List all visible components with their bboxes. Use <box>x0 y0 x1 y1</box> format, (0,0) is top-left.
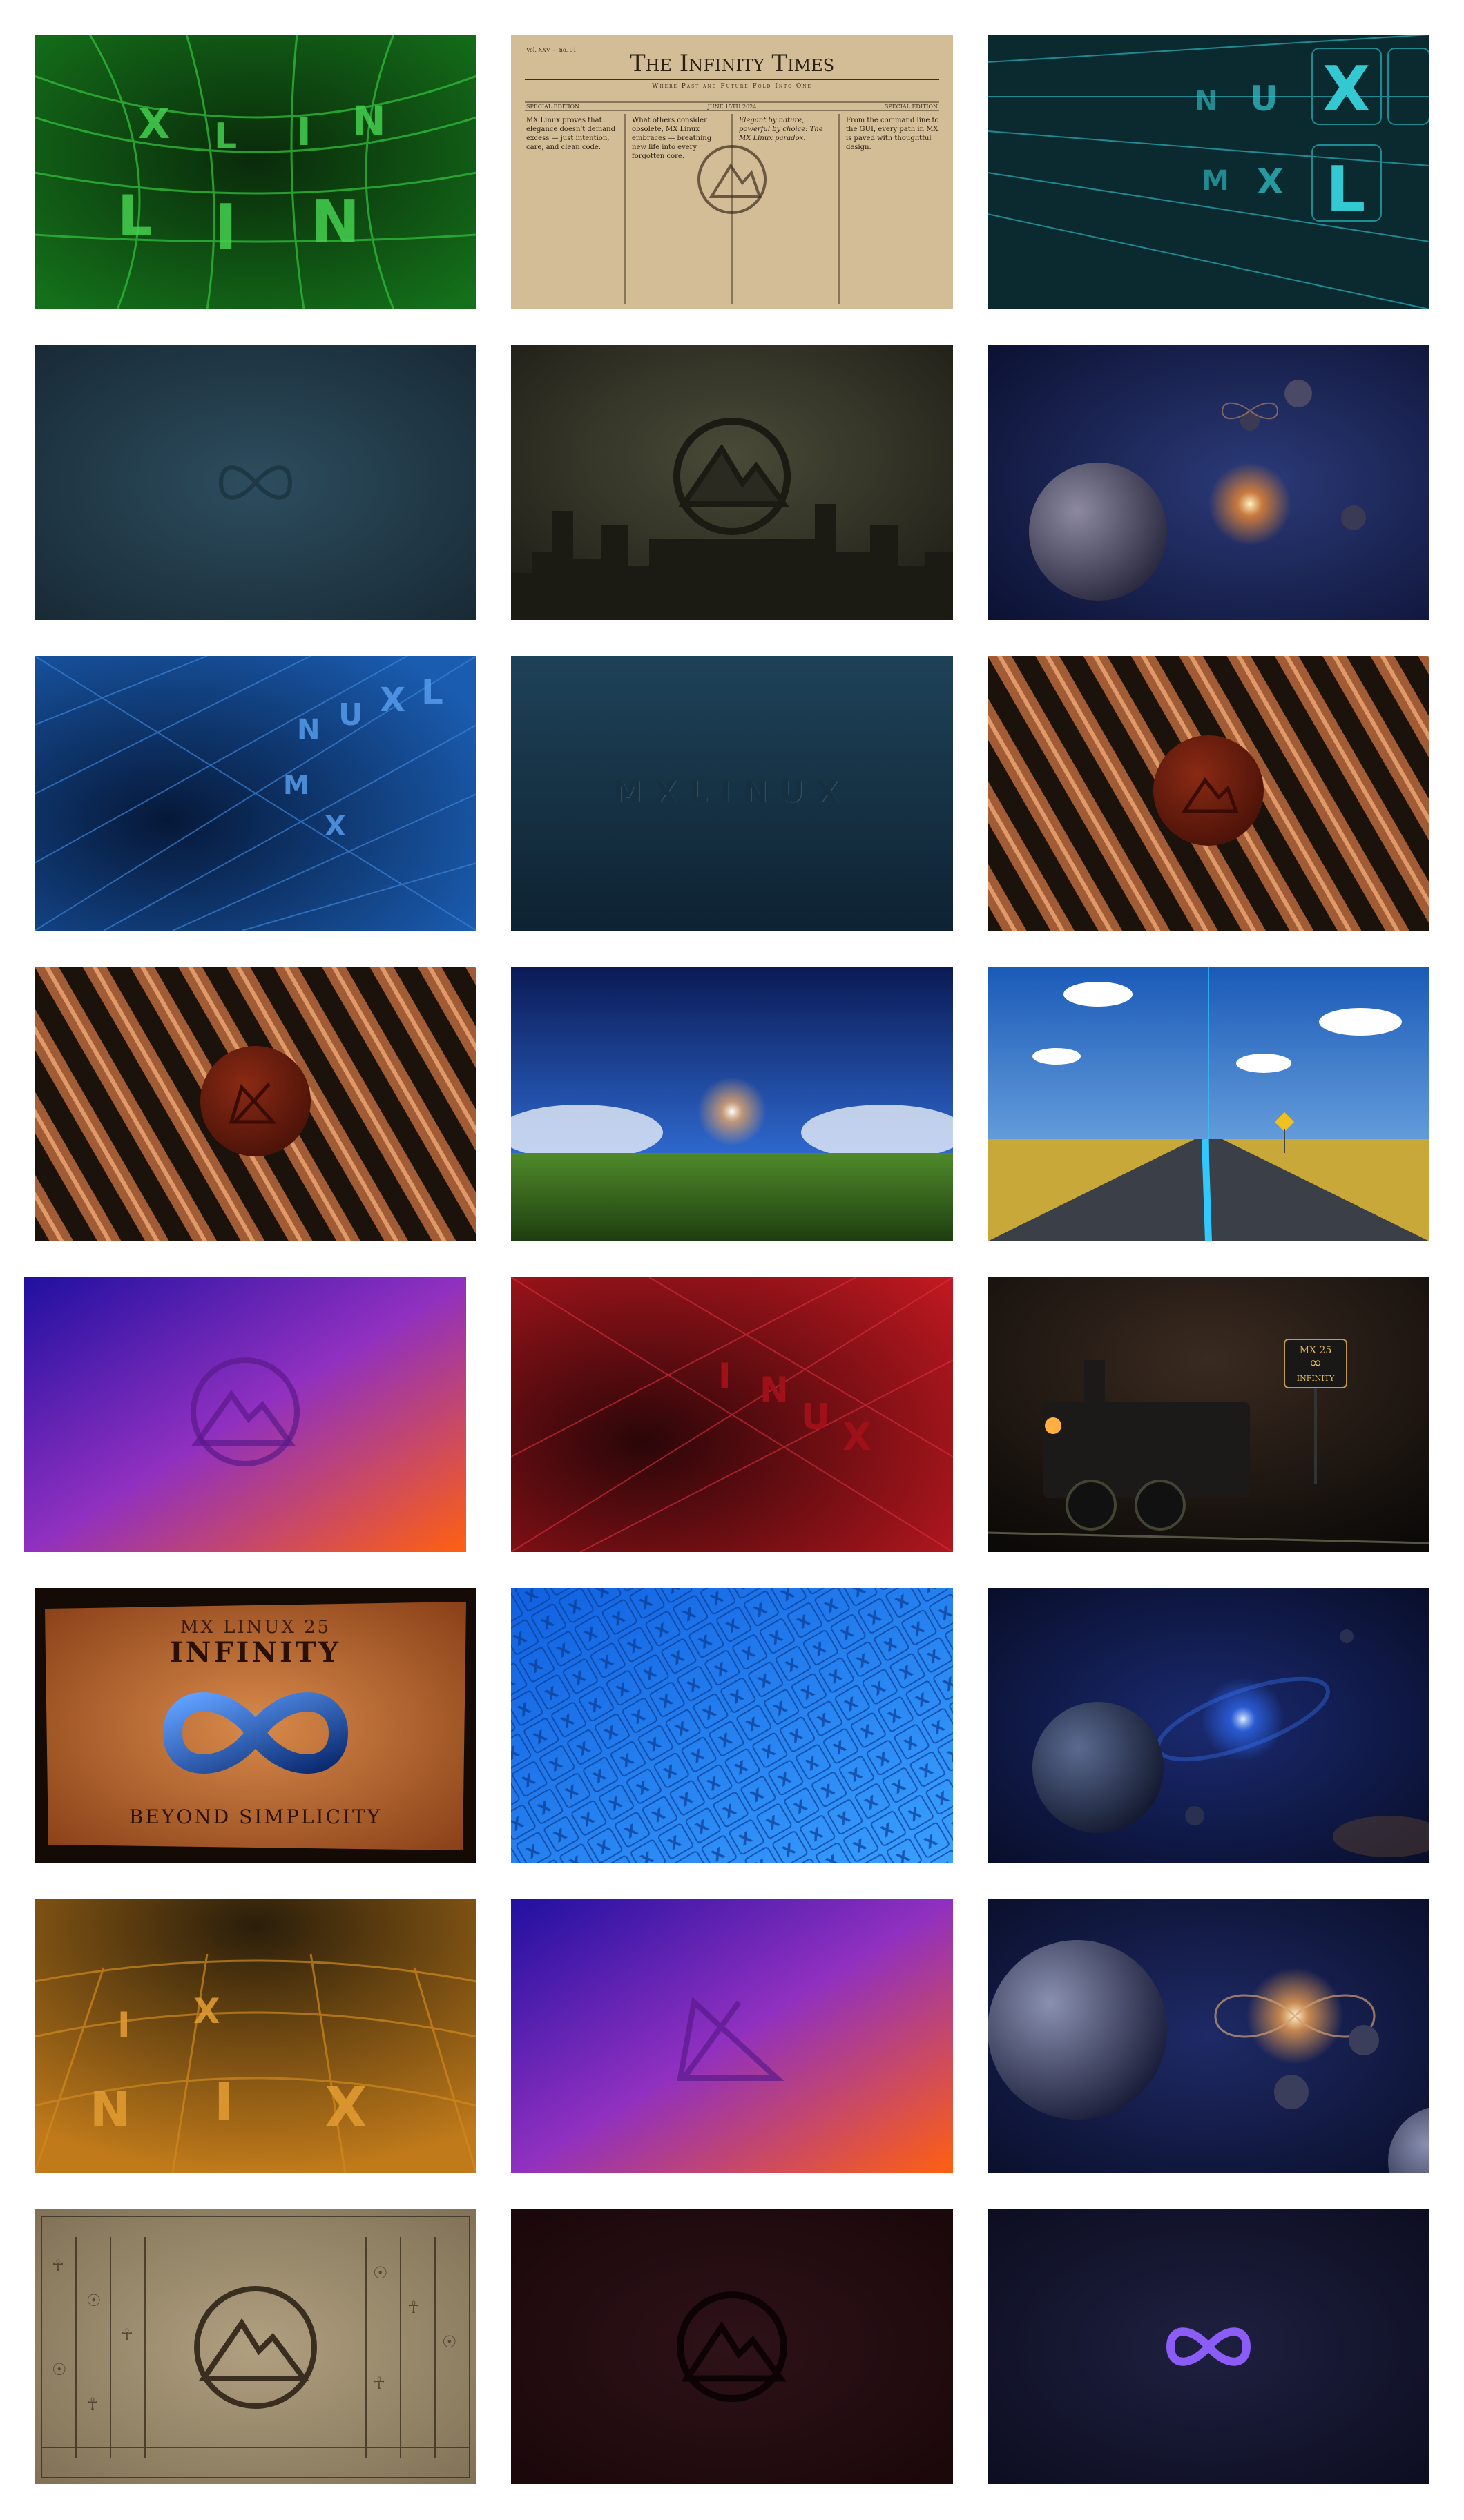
svg-text:L: L <box>214 116 237 157</box>
wallpaper-mxlinux-wordmark[interactable]: MXLINUX <box>511 656 953 931</box>
newspaper-column-3: Elegant by nature, powerful by choice: T… <box>739 117 823 142</box>
svg-text:I: I <box>718 1356 731 1396</box>
svg-text:U: U <box>1250 79 1278 119</box>
wallpaper-copper-stripes-seal-a[interactable] <box>988 656 1429 931</box>
svg-text:M: M <box>1202 165 1229 197</box>
newspaper-masthead: The Infinity Times <box>629 50 835 77</box>
newspaper-edition-left: SPECIAL EDITION <box>526 104 580 110</box>
wallpaper-dark-maroon-logo[interactable] <box>511 2209 953 2484</box>
parchment-line3: BEYOND SIMPLICITY <box>128 1805 383 1828</box>
wallpaper-stone-hieroglyphs[interactable]: ☥ ☉ ☥ ☉ ☥ ☉ ☥ ☉ ☥ <box>35 2209 476 2484</box>
newspaper-vol: Vol. XXV — no. 01 <box>526 47 577 53</box>
svg-text:☉: ☉ <box>442 2332 457 2352</box>
svg-text:N: N <box>352 97 386 144</box>
svg-text:I: I <box>214 191 238 264</box>
wallpaper-copper-stripes-seal-b[interactable] <box>35 967 476 1241</box>
sign-line1: MX 25 <box>1299 1345 1332 1356</box>
svg-text:I: I <box>117 2005 131 2045</box>
wallpaper-space-planets-a[interactable] <box>988 345 1429 620</box>
wallpaper-space-planets-b[interactable] <box>988 1899 1429 2173</box>
wallpaper-purple-orange-logo-b[interactable] <box>511 1899 953 2173</box>
svg-text:N: N <box>297 714 320 746</box>
newspaper-column-4: From the command line to the GUI, every … <box>846 117 939 151</box>
newspaper-column-1: MX Linux proves that elegance doesn't de… <box>526 117 615 151</box>
newspaper-edition-right: SPECIAL EDITION <box>884 104 938 110</box>
svg-text:☥: ☥ <box>86 2394 99 2414</box>
svg-text:☉: ☉ <box>373 2263 388 2282</box>
svg-text:☥: ☥ <box>52 2256 64 2276</box>
svg-text:☥: ☥ <box>407 2298 420 2317</box>
svg-text:N: N <box>90 2082 131 2138</box>
svg-text:M: M <box>283 770 309 800</box>
newspaper-tagline: Where Past and Future Fold Into One <box>652 83 812 90</box>
svg-text:L: L <box>117 184 153 248</box>
wallpaper-parchment-infinity[interactable]: MX LINUX 25 INFINITY BEYOND SIMPLICITY <box>35 1588 476 1863</box>
svg-text:N: N <box>760 1370 789 1410</box>
svg-text:☉: ☉ <box>52 2360 67 2379</box>
wallpaper-green-field-sunrise[interactable] <box>511 967 953 1241</box>
wallpaper-steam-train[interactable]: MX 25 ∞ INFINITY <box>988 1277 1429 1552</box>
svg-text:I: I <box>214 2071 233 2132</box>
svg-text:X: X <box>193 1991 220 2031</box>
svg-text:U: U <box>801 1397 830 1438</box>
mxlinux-wordmark: MXLINUX <box>613 775 851 808</box>
svg-text:U: U <box>338 697 363 733</box>
wallpaper-space-galaxy[interactable] <box>988 1588 1429 1863</box>
svg-text:☥: ☥ <box>373 2374 385 2393</box>
svg-text:N: N <box>1195 86 1217 117</box>
wallpaper-infinity-times-newspaper[interactable]: Vol. XXV — no. 01 The Infinity Times Whe… <box>511 35 953 309</box>
svg-text:X: X <box>380 681 405 719</box>
svg-text:I: I <box>297 110 311 154</box>
wallpaper-city-skyline-logo[interactable] <box>511 345 953 620</box>
svg-text:X: X <box>138 100 170 148</box>
svg-text:X: X <box>325 811 346 842</box>
svg-text:X: X <box>325 2075 367 2140</box>
parchment-line2: INFINITY <box>170 1636 341 1669</box>
svg-text:X: X <box>1322 53 1370 126</box>
wallpaper-blue-mx25-pattern[interactable]: X <box>511 1588 953 1863</box>
sign-line2: INFINITY <box>1296 1374 1335 1383</box>
wallpaper-purple-orange-logo-a[interactable] <box>24 1277 466 1552</box>
wallpaper-prairie-road[interactable] <box>988 967 1429 1241</box>
svg-text:N: N <box>311 188 360 256</box>
svg-text:L: L <box>1326 153 1365 226</box>
svg-text:☥: ☥ <box>121 2325 133 2345</box>
sign-infinity-glyph: ∞ <box>1309 1355 1322 1372</box>
newspaper-column-2: What others consider obsolete, MX Linux … <box>632 117 712 160</box>
wallpaper-navy-purple-infinity[interactable] <box>988 2209 1429 2484</box>
svg-text:X: X <box>842 1415 871 1459</box>
wallpaper-slate-infinity-emboss[interactable] <box>35 345 476 620</box>
svg-text:X: X <box>1257 162 1284 202</box>
svg-text:☉: ☉ <box>86 2291 102 2310</box>
newspaper-date: JUNE 15TH 2024 <box>707 104 757 110</box>
svg-text:L: L <box>421 672 443 713</box>
parchment-line1: MX LINUX 25 <box>180 1617 331 1638</box>
